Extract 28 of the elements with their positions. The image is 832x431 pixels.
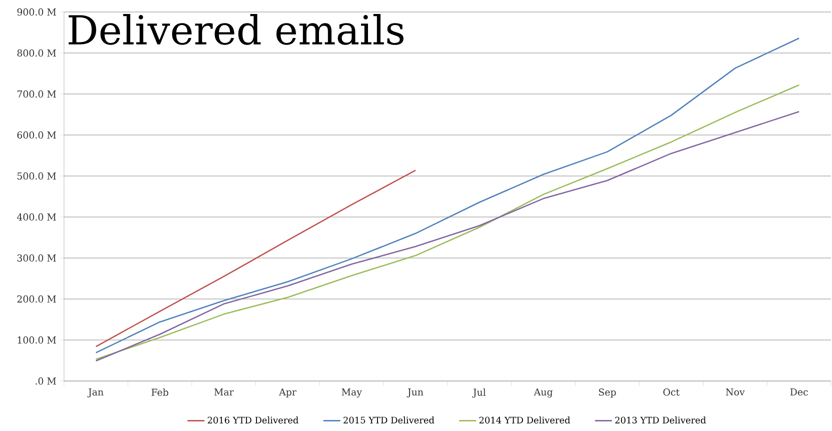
- x-tick-label: Feb: [152, 388, 168, 396]
- y-tick-label: 400.0 M: [16, 213, 56, 221]
- x-tick-label: Jun: [406, 388, 424, 398]
- legend-label: 2013 YTD Delivered: [615, 416, 706, 424]
- y-tick-label: 300.0 M: [17, 254, 56, 262]
- chart-title: Delivered emails: [68, 14, 404, 45]
- y-tick-label: 600.0 M: [17, 131, 56, 139]
- legend-label: 2014 YTD Delivered: [479, 416, 570, 424]
- x-tick-label: Aug: [534, 388, 553, 398]
- y-tick-label: 900.0 M: [17, 8, 56, 16]
- x-tick-label: Sep: [599, 388, 616, 398]
- y-tick-label: 700.0 M: [17, 90, 56, 98]
- legend-label: 2016 YTD Delivered: [208, 416, 298, 424]
- legend-label: 2015 YTD Delivered: [344, 416, 434, 424]
- x-tick-label: May: [342, 388, 362, 398]
- y-tick-label: 200.0 M: [17, 295, 56, 303]
- x-tick-label: Mar: [214, 388, 234, 396]
- y-tick-label: 100.0 M: [18, 336, 56, 344]
- x-tick-label: Oct: [663, 388, 680, 396]
- line-series: [95, 170, 416, 348]
- x-tick-label: Dec: [790, 388, 808, 396]
- x-tick-label: Jul: [472, 388, 486, 398]
- y-tick-label: .0 M: [36, 377, 56, 385]
- y-tick-label: 800.0 M: [17, 49, 56, 57]
- x-tick-label: Nov: [726, 388, 745, 396]
- y-tick-label: 500.0 M: [17, 172, 56, 180]
- x-tick-label: Apr: [278, 388, 296, 398]
- x-tick-label: Jan: [87, 388, 104, 398]
